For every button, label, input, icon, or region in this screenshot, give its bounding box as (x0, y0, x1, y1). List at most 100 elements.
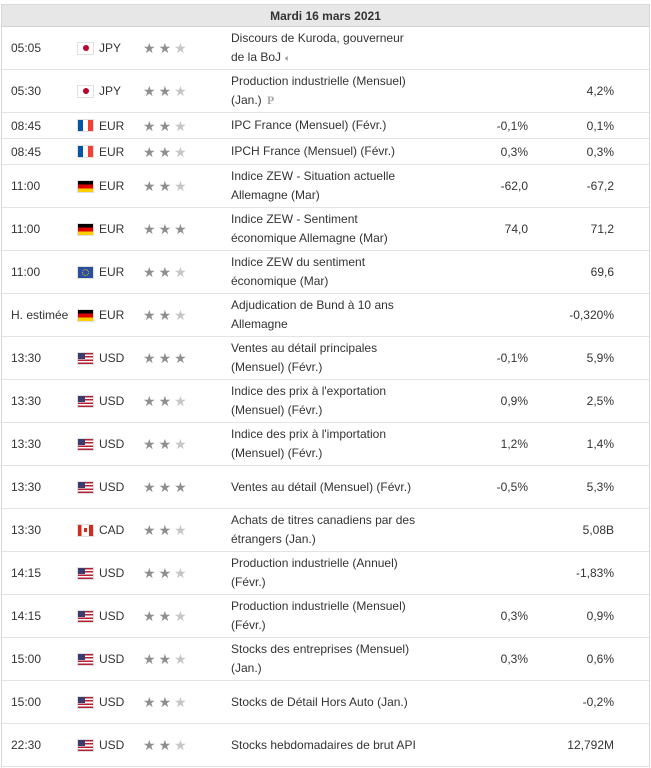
previous-value: 4,2% (586, 84, 614, 98)
importance-star-icon: ★ (143, 117, 156, 134)
event-name[interactable]: Discours de Kuroda, gouverneur de la BoJ (231, 30, 404, 64)
previous-value: -1,83% (575, 566, 614, 580)
event-name[interactable]: Indice ZEW - Situation actuelle Allemagn… (231, 169, 396, 202)
event-row[interactable]: 13:30 USD ★ ★ ★ Indice des prix à l'exportati… (2, 380, 649, 423)
importance-star-icon: ★ (143, 694, 156, 710)
event-name[interactable]: Production industrielle (Annuel) (Févr.) (231, 556, 398, 589)
currency-code: USD (99, 566, 125, 580)
currency-code: USD (99, 351, 125, 365)
actual-value: 1,2% (500, 437, 528, 451)
previous-value: 0,3% (586, 144, 614, 159)
event-row[interactable]: 22:30 USD ★ ★ ★ Stocks hebdomadaires de brut … (2, 724, 649, 767)
importance-star-icon: ★ (174, 393, 187, 409)
importance-star-icon: ★ (158, 651, 172, 667)
speaker-icon[interactable]: 🔈︎ (285, 52, 291, 63)
currency-code: USD (99, 738, 125, 752)
event-row[interactable]: 11:00 EUR ★ ★ ★ Indice ZEW - Situation actuel… (2, 165, 649, 208)
event-row[interactable]: 08:45 EUR ★ ★ ★ IPCH France (Mensuel) (Févr.)… (2, 139, 649, 165)
event-time: 05:05 (11, 41, 42, 55)
event-name[interactable]: Production industrielle (Mensuel) (Févr.… (231, 599, 406, 632)
event-name[interactable]: Achats de titres canadiens par des étran… (231, 513, 416, 546)
event-name[interactable]: Stocks hebdomadaires de brut API (231, 737, 416, 752)
importance-star-icon: ★ (143, 522, 156, 538)
event-row[interactable]: 13:30 CAD ★ ★ ★ Achats de titres canadiens pa… (2, 509, 649, 552)
event-time: 22:30 (11, 738, 42, 752)
importance-star-icon: ★ (143, 608, 156, 624)
currency-code: JPY (99, 84, 122, 98)
importance-star-icon: ★ (143, 651, 156, 667)
importance-star-icon: ★ (174, 178, 187, 194)
importance-star-icon: ★ (174, 350, 187, 366)
importance-star-icon: ★ (174, 608, 187, 624)
currency-code: EUR (99, 144, 125, 159)
currency-code: EUR (99, 308, 125, 322)
event-name[interactable]: Indice ZEW - Sentiment économique Allema… (231, 212, 388, 245)
event-time: H. estimée (11, 308, 69, 322)
event-name[interactable]: Indice ZEW du sentiment économique (Mar) (231, 255, 366, 288)
importance-star-icon: ★ (143, 307, 156, 323)
event-row[interactable]: 13:30 USD ★ ★ ★ Indice des prix à l'importati… (2, 423, 649, 466)
importance-star-icon: ★ (143, 565, 156, 581)
event-name[interactable]: Indice des prix à l'exportation (Mensuel… (231, 384, 387, 417)
event-row[interactable]: 15:00 USD ★ ★ ★ Stocks des entreprises (Mensu… (2, 638, 649, 681)
importance-rating: ★ ★ ★ (143, 113, 195, 138)
event-row[interactable]: 13:30 USD ★ ★ ★ Ventes au détail (Mensuel) (F… (2, 466, 649, 509)
event-time: 14:15 (11, 566, 42, 580)
event-row[interactable]: 11:00 EUR ★ ★ ★ Indice ZEW du sentiment écono… (2, 251, 649, 294)
actual-value (432, 552, 528, 594)
event-time: 13:30 (11, 480, 42, 494)
importance-star-icon: ★ (158, 608, 172, 624)
event-name[interactable]: Stocks des entreprises (Mensuel) (Jan.) (231, 642, 410, 675)
importance-star-icon: ★ (158, 221, 172, 237)
event-row[interactable]: 05:30 JPY ★ ★ ★ Production industrielle (Mens… (2, 70, 649, 113)
event-time: 15:00 (11, 695, 42, 709)
event-name[interactable]: IPCH France (Mensuel) (Févr.) (231, 144, 396, 158)
importance-rating: ★ ★ ★ (143, 27, 195, 69)
importance-star-icon: ★ (174, 651, 187, 667)
event-row[interactable]: 14:15 USD ★ ★ ★ Production industrielle (Mens… (2, 595, 649, 638)
event-row[interactable]: 15:00 USD ★ ★ ★ Stocks de Détail Hors Auto (J… (2, 681, 649, 724)
event-name[interactable]: Ventes au détail (Mensuel) (Févr.) (231, 479, 412, 494)
event-name[interactable]: Ventes au détail principales (Mensuel) (… (231, 341, 378, 374)
event-time: 13:30 (11, 437, 42, 451)
usa-flag-icon (78, 395, 93, 407)
event-row[interactable]: 14:15 USD ★ ★ ★ Production industrielle (Annu… (2, 552, 649, 595)
currency-code: USD (99, 480, 125, 494)
event-row[interactable]: H. estimée EUR ★ ★ ★ Adjudication de Bund à 1… (2, 294, 649, 337)
event-name[interactable]: Adjudication de Bund à 10 ans Allemagne (231, 298, 394, 331)
event-row[interactable]: 11:00 EUR ★ ★ ★ Indice ZEW - Sentiment économ… (2, 208, 649, 251)
importance-star-icon: ★ (158, 83, 172, 99)
importance-star-icon: ★ (158, 117, 172, 134)
actual-value (432, 294, 528, 336)
preliminary-icon: P (266, 95, 275, 107)
importance-star-icon: ★ (143, 393, 156, 409)
importance-star-icon: ★ (158, 393, 172, 409)
event-row[interactable]: 13:30 USD ★ ★ ★ Ventes au détail principales … (2, 337, 649, 380)
previous-value: -0,2% (582, 695, 614, 709)
importance-star-icon: ★ (143, 264, 156, 280)
previous-value: 71,2 (590, 222, 614, 236)
actual-value: 74,0 (504, 222, 528, 236)
importance-star-icon: ★ (158, 436, 172, 452)
event-name[interactable]: Indice des prix à l'importation (Mensuel… (231, 427, 387, 460)
importance-rating: ★ ★ ★ (143, 165, 195, 207)
event-name[interactable]: Stocks de Détail Hors Auto (Jan.) (231, 694, 408, 709)
eu-flag-icon (78, 266, 93, 278)
previous-value: 2,5% (586, 394, 614, 408)
importance-star-icon: ★ (143, 83, 156, 99)
importance-star-icon: ★ (158, 694, 172, 710)
previous-value: 1,4% (586, 437, 614, 451)
importance-rating: ★ ★ ★ (143, 595, 195, 637)
event-name[interactable]: Production industrielle (Mensuel) (Jan.) (231, 73, 406, 107)
event-row[interactable]: 05:05 JPY ★ ★ ★ Discours de Kuroda, gouverneu… (2, 27, 649, 70)
usa-flag-icon (78, 739, 93, 751)
actual-value (432, 724, 528, 766)
importance-rating: ★ ★ ★ (143, 139, 195, 164)
event-row[interactable]: 08:45 EUR ★ ★ ★ IPC France (Mensuel) (Févr.) -… (2, 113, 649, 139)
importance-star-icon: ★ (143, 350, 156, 366)
importance-rating: ★ ★ ★ (143, 681, 195, 723)
actual-value (432, 509, 528, 551)
currency-code: JPY (99, 41, 122, 55)
event-name[interactable]: IPC France (Mensuel) (Févr.) (231, 118, 387, 132)
previous-value: -67,2 (586, 179, 614, 193)
